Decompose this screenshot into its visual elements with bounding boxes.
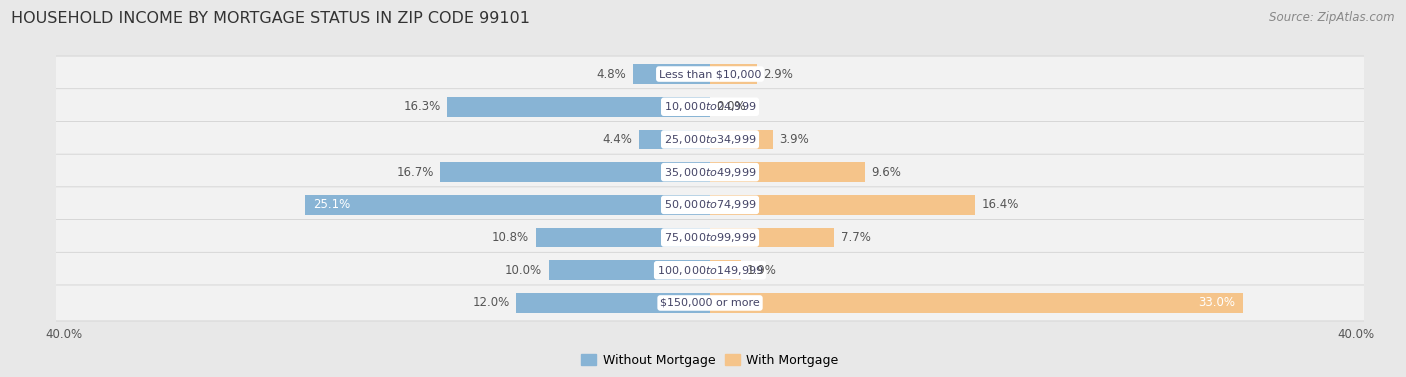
Text: 0.0%: 0.0%: [717, 100, 747, 113]
Bar: [710, 64, 756, 84]
Bar: [633, 64, 710, 84]
FancyBboxPatch shape: [55, 89, 1365, 125]
FancyBboxPatch shape: [55, 285, 1365, 321]
Bar: [638, 130, 710, 149]
Text: 10.0%: 10.0%: [505, 264, 543, 277]
Bar: [710, 195, 974, 215]
Bar: [447, 97, 710, 116]
Bar: [710, 162, 865, 182]
FancyBboxPatch shape: [55, 121, 1365, 158]
FancyBboxPatch shape: [55, 252, 1365, 288]
FancyBboxPatch shape: [55, 154, 1365, 190]
Text: 33.0%: 33.0%: [1198, 296, 1234, 310]
Bar: [710, 228, 834, 247]
Text: 1.9%: 1.9%: [747, 264, 778, 277]
Text: $10,000 to $24,999: $10,000 to $24,999: [664, 100, 756, 113]
FancyBboxPatch shape: [55, 187, 1365, 223]
Text: 9.6%: 9.6%: [872, 166, 901, 179]
Text: Less than $10,000: Less than $10,000: [659, 69, 761, 79]
Text: 4.8%: 4.8%: [596, 67, 626, 81]
Text: $100,000 to $149,999: $100,000 to $149,999: [657, 264, 763, 277]
Text: 7.7%: 7.7%: [841, 231, 870, 244]
Text: $50,000 to $74,999: $50,000 to $74,999: [664, 198, 756, 211]
Text: 12.0%: 12.0%: [472, 296, 510, 310]
Bar: [516, 293, 710, 313]
Bar: [536, 228, 710, 247]
FancyBboxPatch shape: [55, 56, 1365, 92]
Text: Source: ZipAtlas.com: Source: ZipAtlas.com: [1270, 11, 1395, 24]
FancyBboxPatch shape: [55, 219, 1365, 256]
Text: $75,000 to $99,999: $75,000 to $99,999: [664, 231, 756, 244]
Bar: [710, 293, 1243, 313]
Text: 2.9%: 2.9%: [763, 67, 793, 81]
Text: 16.3%: 16.3%: [404, 100, 440, 113]
Text: $150,000 or more: $150,000 or more: [661, 298, 759, 308]
Text: 16.4%: 16.4%: [981, 198, 1018, 211]
Bar: [710, 130, 773, 149]
Bar: [548, 261, 710, 280]
Text: 10.8%: 10.8%: [492, 231, 529, 244]
Text: 25.1%: 25.1%: [314, 198, 350, 211]
Text: $35,000 to $49,999: $35,000 to $49,999: [664, 166, 756, 179]
Bar: [440, 162, 710, 182]
Legend: Without Mortgage, With Mortgage: Without Mortgage, With Mortgage: [581, 354, 839, 367]
Text: $25,000 to $34,999: $25,000 to $34,999: [664, 133, 756, 146]
Text: 4.4%: 4.4%: [603, 133, 633, 146]
Bar: [305, 195, 710, 215]
Bar: [710, 261, 741, 280]
Text: 16.7%: 16.7%: [396, 166, 434, 179]
Text: HOUSEHOLD INCOME BY MORTGAGE STATUS IN ZIP CODE 99101: HOUSEHOLD INCOME BY MORTGAGE STATUS IN Z…: [11, 11, 530, 26]
Text: 3.9%: 3.9%: [779, 133, 810, 146]
